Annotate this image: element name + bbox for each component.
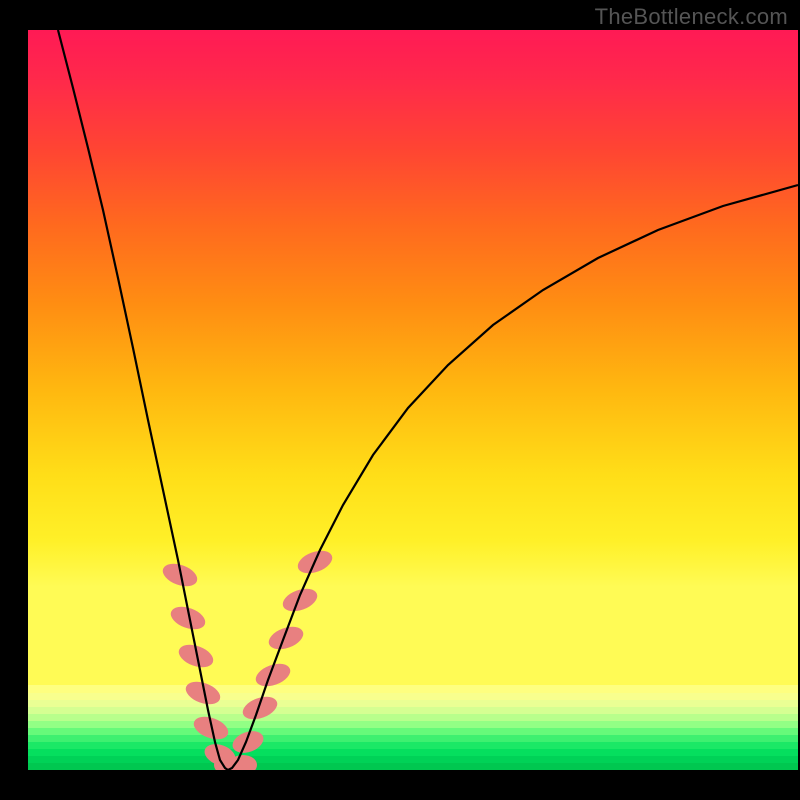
data-point: [280, 584, 321, 615]
data-point: [240, 692, 281, 723]
chart-container: TheBottleneck.com: [0, 0, 800, 800]
plot-area: [28, 30, 798, 770]
data-point: [230, 727, 267, 757]
watermark-text: TheBottleneck.com: [595, 4, 788, 30]
data-point: [266, 622, 307, 653]
curve-svg: [28, 30, 798, 770]
curve-right-branch: [228, 185, 798, 770]
